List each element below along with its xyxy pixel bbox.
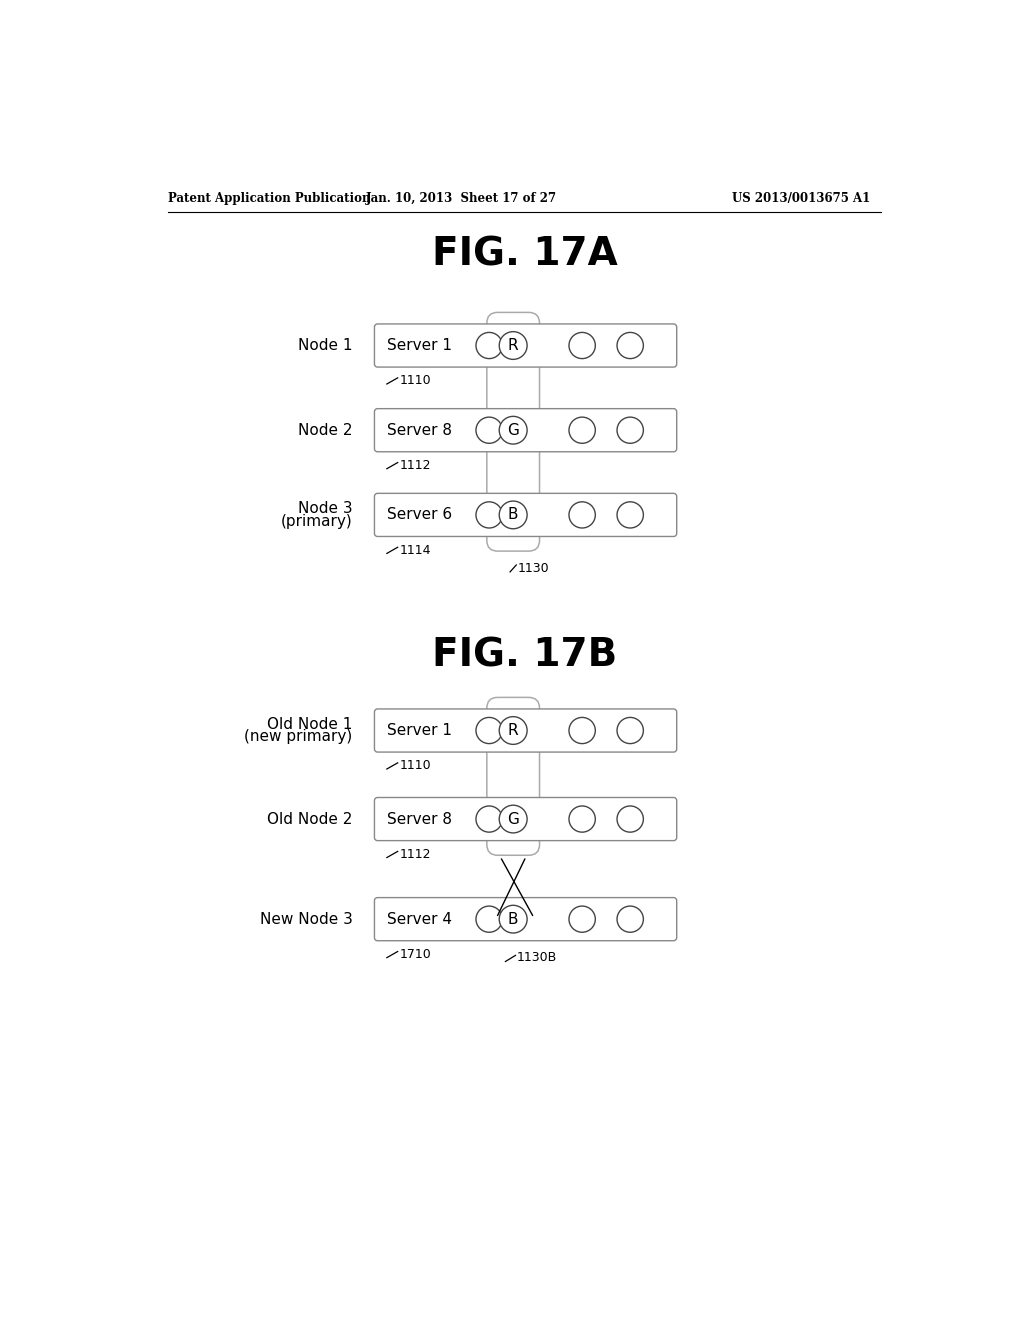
Circle shape: [617, 807, 643, 832]
Circle shape: [476, 718, 503, 743]
Circle shape: [569, 718, 595, 743]
FancyBboxPatch shape: [375, 494, 677, 536]
Text: B: B: [508, 507, 518, 523]
Circle shape: [500, 717, 527, 744]
Text: Node 3: Node 3: [298, 502, 352, 516]
Text: Old Node 2: Old Node 2: [267, 812, 352, 826]
Circle shape: [617, 906, 643, 932]
Circle shape: [500, 416, 527, 444]
Text: Jan. 10, 2013  Sheet 17 of 27: Jan. 10, 2013 Sheet 17 of 27: [366, 191, 557, 205]
Circle shape: [476, 906, 503, 932]
Circle shape: [569, 906, 595, 932]
Circle shape: [476, 333, 503, 359]
FancyBboxPatch shape: [375, 898, 677, 941]
Text: G: G: [507, 422, 519, 438]
Text: Server 1: Server 1: [387, 338, 452, 352]
Text: FIG. 17B: FIG. 17B: [432, 636, 617, 675]
Circle shape: [569, 807, 595, 832]
Text: Old Node 1: Old Node 1: [267, 717, 352, 731]
FancyBboxPatch shape: [486, 313, 540, 552]
Circle shape: [476, 417, 503, 444]
Circle shape: [476, 502, 503, 528]
Text: Node 1: Node 1: [298, 338, 352, 352]
Circle shape: [500, 331, 527, 359]
Circle shape: [569, 417, 595, 444]
Circle shape: [500, 502, 527, 529]
Text: New Node 3: New Node 3: [260, 912, 352, 927]
Circle shape: [617, 333, 643, 359]
Circle shape: [617, 417, 643, 444]
FancyBboxPatch shape: [375, 409, 677, 451]
Text: Node 2: Node 2: [298, 422, 352, 438]
Text: 1130: 1130: [518, 561, 550, 574]
Text: 1110: 1110: [399, 759, 431, 772]
Text: B: B: [508, 912, 518, 927]
Text: Patent Application Publication: Patent Application Publication: [168, 191, 371, 205]
Text: G: G: [507, 812, 519, 826]
Text: 1110: 1110: [399, 375, 431, 388]
Circle shape: [569, 333, 595, 359]
Circle shape: [500, 906, 527, 933]
FancyBboxPatch shape: [486, 697, 540, 855]
Text: FIG. 17A: FIG. 17A: [432, 236, 617, 273]
Text: Server 1: Server 1: [387, 723, 452, 738]
Text: R: R: [508, 338, 518, 352]
Circle shape: [617, 502, 643, 528]
Circle shape: [617, 718, 643, 743]
Circle shape: [500, 805, 527, 833]
Circle shape: [476, 807, 503, 832]
Text: 1130B: 1130B: [517, 952, 557, 964]
Text: Server 6: Server 6: [387, 507, 452, 523]
FancyBboxPatch shape: [375, 797, 677, 841]
Text: 1112: 1112: [399, 847, 431, 861]
Text: US 2013/0013675 A1: US 2013/0013675 A1: [732, 191, 870, 205]
Text: 1112: 1112: [399, 459, 431, 473]
Circle shape: [569, 502, 595, 528]
Text: 1114: 1114: [399, 544, 431, 557]
FancyBboxPatch shape: [375, 709, 677, 752]
Text: R: R: [508, 723, 518, 738]
Text: (primary): (primary): [281, 513, 352, 528]
FancyBboxPatch shape: [375, 323, 677, 367]
Text: Server 4: Server 4: [387, 912, 452, 927]
Text: Server 8: Server 8: [387, 812, 452, 826]
Text: Server 8: Server 8: [387, 422, 452, 438]
Text: 1710: 1710: [399, 948, 431, 961]
Text: (new primary): (new primary): [245, 729, 352, 744]
